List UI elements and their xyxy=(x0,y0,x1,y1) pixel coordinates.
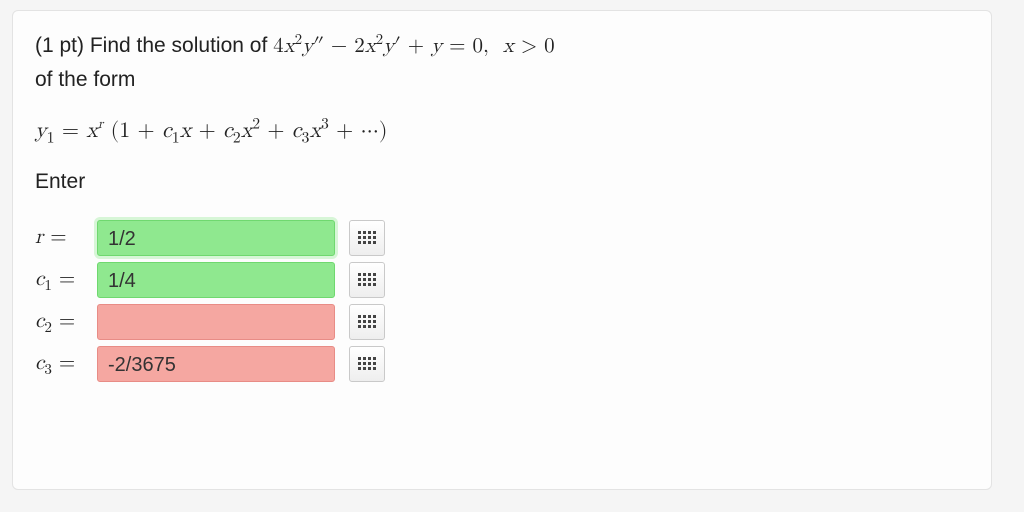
problem-card: (1 pt) Find the solution of 4x2y″ − 2x2y… xyxy=(12,10,992,490)
enter-label: Enter xyxy=(35,170,969,194)
keypad-icon[interactable] xyxy=(349,346,385,382)
input-r[interactable]: 1/2 xyxy=(97,220,335,256)
keypad-icon[interactable] xyxy=(349,220,385,256)
answers-block: r = 1/2 c1 = 1/4 c2 = c3 = -2/3675 xyxy=(35,220,969,382)
prompt-prefix: (1 pt) Find the solution of xyxy=(35,34,273,57)
ode-equation: 4x2y″ − 2x2y′ + y = 0, x > 0 xyxy=(273,36,555,57)
label-c3: c3 = xyxy=(35,353,75,374)
keypad-icon[interactable] xyxy=(349,262,385,298)
keypad-icon[interactable] xyxy=(349,304,385,340)
label-r: r = xyxy=(35,227,67,248)
series-form: y1 = xr (1 + c1x + c2x2 + c3x3 + ···) xyxy=(35,118,969,144)
input-c3[interactable]: -2/3675 xyxy=(97,346,335,382)
input-c2[interactable] xyxy=(97,304,335,340)
prompt-line-2: of the form xyxy=(35,68,969,92)
prompt-line-1: (1 pt) Find the solution of 4x2y″ − 2x2y… xyxy=(35,29,969,64)
answer-row: c1 = 1/4 xyxy=(35,262,969,298)
input-c1[interactable]: 1/4 xyxy=(97,262,335,298)
label-c1: c1 = xyxy=(35,269,75,290)
label-c2: c2 = xyxy=(35,311,75,332)
answer-row: c3 = -2/3675 xyxy=(35,346,969,382)
answer-row: c2 = xyxy=(35,304,969,340)
answer-row: r = 1/2 xyxy=(35,220,969,256)
